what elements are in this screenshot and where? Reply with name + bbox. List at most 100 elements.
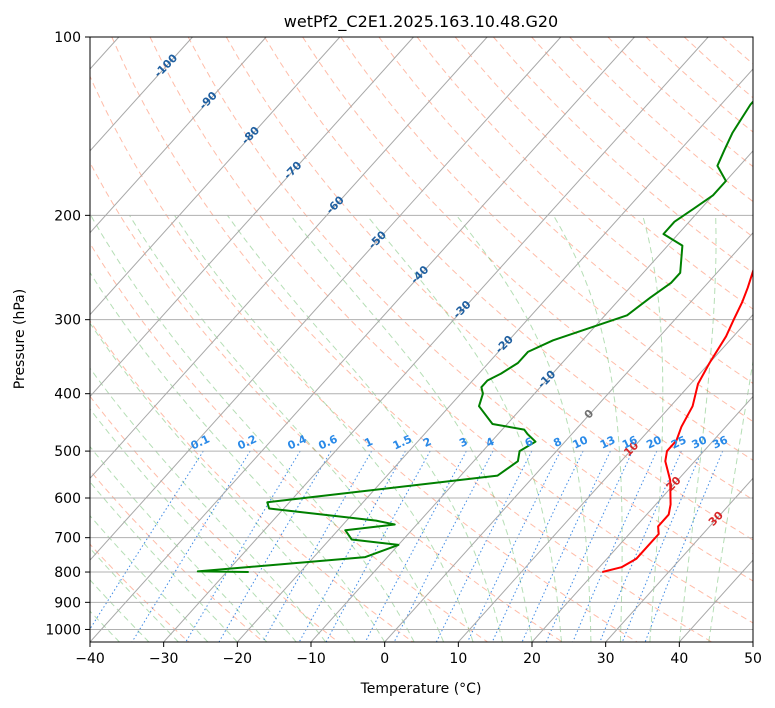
y-axis-ticks: 100 200 300 400 500 600 700 800 900 1000 — [45, 30, 90, 638]
dry-adiabat — [340, 37, 753, 423]
dry-adiabat — [416, 37, 753, 347]
isotherm-gridline — [90, 37, 267, 234]
mixing-ratio-line — [572, 450, 658, 642]
x-tick-label: 20 — [523, 651, 541, 667]
pressure-gridlines — [90, 37, 753, 630]
isotherm-gridline — [163, 37, 709, 642]
dry-adiabat — [645, 37, 753, 133]
y-tick-label: 200 — [54, 208, 81, 224]
dry-adiabat — [264, 37, 753, 501]
moist-adiabat — [90, 322, 356, 642]
dry-adiabat — [90, 395, 339, 642]
dewpoint-profile — [196, 100, 753, 573]
isotherm-gridline — [90, 37, 635, 642]
moist-adiabat — [90, 445, 268, 642]
isotherm-gridline — [236, 68, 753, 642]
mixing-ratio-line — [131, 450, 251, 642]
mixing-ratio-line — [364, 450, 467, 642]
isotherm-gridline — [90, 37, 341, 316]
mixing-ratio-label: 0.2 — [236, 432, 259, 452]
y-tick-label: 400 — [54, 387, 81, 403]
mixing-ratio-label: 16 — [620, 433, 640, 451]
mixing-ratio-line — [545, 450, 633, 642]
y-tick-label: 800 — [54, 565, 81, 581]
mixing-ratio-label: 2 — [421, 435, 433, 450]
dry-adiabat — [90, 320, 414, 642]
isotherm-gridline — [90, 37, 562, 561]
mixing-ratio-line — [90, 450, 204, 630]
mixing-ratio-label: 0.1 — [189, 432, 212, 452]
isotherm-gridline — [90, 37, 414, 398]
moist-adiabat — [90, 547, 179, 642]
dry-adiabat — [607, 37, 753, 168]
dry-adiabat — [90, 75, 638, 642]
y-tick-label: 100 — [54, 30, 81, 46]
moist-adiabats — [90, 214, 753, 642]
moist-adiabat — [366, 214, 562, 642]
dry-adiabat — [149, 37, 753, 624]
isotherm-gridline — [310, 150, 753, 642]
moist-adiabat — [90, 408, 297, 642]
mixing-ratio-line — [644, 450, 724, 642]
moist-adiabat — [290, 214, 533, 642]
plot-frame — [89, 36, 754, 643]
mixing-ratio-line — [262, 450, 373, 642]
dry-adiabat — [531, 37, 753, 238]
x-tick-label: 40 — [670, 651, 688, 667]
mixing-ratio-line — [521, 450, 611, 642]
x-tick-label: 30 — [597, 651, 615, 667]
mixing-ratio-line — [491, 450, 584, 642]
y-tick-label: 900 — [54, 595, 81, 611]
y-tick-label: 600 — [54, 491, 81, 507]
y-tick-label: 700 — [54, 531, 81, 547]
dry-adiabat — [90, 469, 264, 642]
y-tick-label: 300 — [54, 313, 81, 329]
mixing-ratio-label: 36 — [710, 433, 730, 451]
dry-adiabat — [493, 37, 753, 274]
x-tick-label: −40 — [75, 651, 105, 667]
mixing-ratio-line — [467, 450, 561, 642]
isotherm-gridline — [531, 395, 753, 642]
mixing-ratio-label: 20 — [644, 433, 664, 451]
mixing-ratio-line — [325, 450, 431, 642]
mixing-ratio-label: 13 — [598, 433, 617, 451]
moist-adiabat — [90, 515, 209, 642]
dry-adiabat — [90, 242, 488, 642]
moist-adiabat — [129, 215, 445, 642]
moist-adiabat — [708, 358, 753, 642]
isotherm-gridline — [605, 477, 753, 642]
x-tick-label: 0 — [380, 651, 389, 667]
x-tick-label: −10 — [296, 651, 326, 667]
isotherm-gridline — [457, 313, 753, 642]
mixing-ratio-line — [621, 450, 703, 642]
y-axis-label: Pressure (hPa) — [12, 289, 28, 389]
mixing-ratio-label: 0.4 — [286, 432, 309, 452]
moist-adiabat — [90, 481, 238, 642]
isotherm-gridlines — [90, 37, 753, 642]
isotherm-gridline — [678, 559, 753, 642]
dry-adiabat — [761, 37, 775, 642]
moist-adiabat — [90, 271, 386, 642]
temperature-profile — [602, 268, 753, 573]
mixing-ratio-line — [298, 450, 406, 642]
moist-adiabat — [174, 215, 474, 642]
moist-adiabat — [642, 215, 664, 642]
moist-adiabat — [90, 215, 415, 642]
dry-adiabat — [683, 37, 753, 99]
moist-adiabat — [456, 214, 592, 642]
mixing-ratio-label: 30 — [690, 433, 710, 451]
isotherm-gridline — [90, 37, 193, 152]
mixing-ratio-line — [435, 450, 533, 642]
dry-adiabat — [302, 37, 753, 461]
chart-title: wetPf2_C2E1.2025.163.10.48.G20 — [284, 12, 558, 32]
x-tick-label: 50 — [744, 651, 762, 667]
isotherm-gridline — [384, 231, 753, 642]
sounding-series — [196, 100, 753, 573]
dry-adiabat — [90, 543, 190, 642]
dry-adiabat — [187, 37, 753, 582]
dry-adiabat — [90, 161, 563, 642]
y-tick-label: 500 — [54, 444, 81, 460]
moist-adiabat — [678, 215, 717, 642]
x-axis-label: Temperature (°C) — [360, 681, 482, 697]
